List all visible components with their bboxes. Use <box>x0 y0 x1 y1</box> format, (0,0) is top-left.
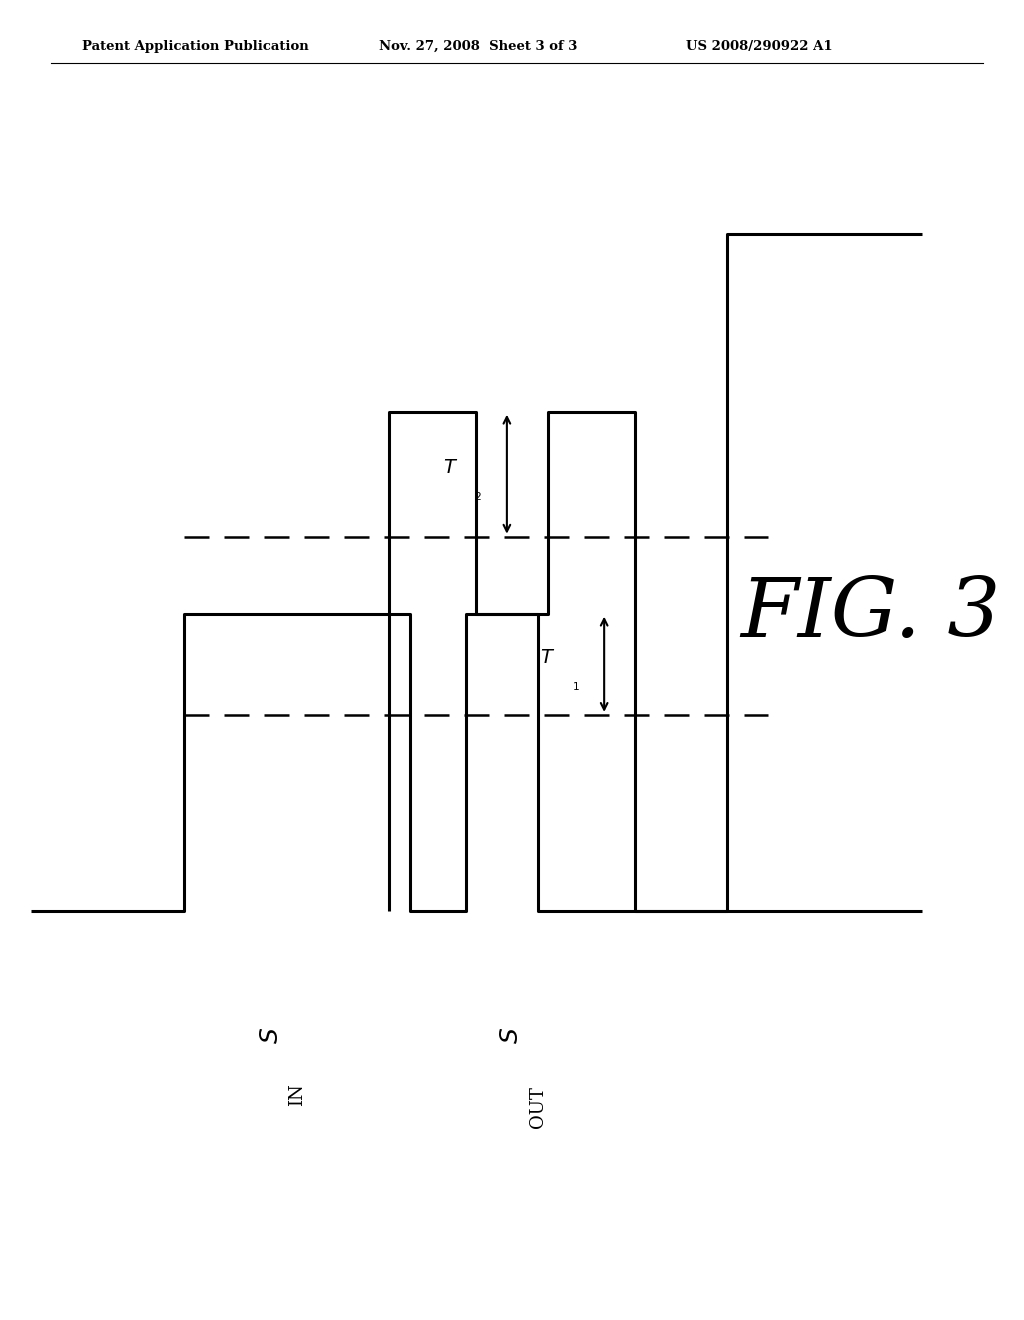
Text: $_2$: $_2$ <box>474 488 482 503</box>
Text: $S$: $S$ <box>501 1027 523 1044</box>
Text: Nov. 27, 2008  Sheet 3 of 3: Nov. 27, 2008 Sheet 3 of 3 <box>379 40 578 53</box>
Text: US 2008/290922 A1: US 2008/290922 A1 <box>686 40 833 53</box>
Text: OUT: OUT <box>528 1086 547 1127</box>
Text: FIG. 3: FIG. 3 <box>740 574 1000 653</box>
Text: $S$: $S$ <box>260 1027 283 1044</box>
Text: IN: IN <box>288 1084 306 1106</box>
Text: $_1$: $_1$ <box>571 678 580 693</box>
Text: $T$: $T$ <box>443 459 458 478</box>
Text: $T$: $T$ <box>541 649 555 668</box>
Text: Patent Application Publication: Patent Application Publication <box>82 40 308 53</box>
